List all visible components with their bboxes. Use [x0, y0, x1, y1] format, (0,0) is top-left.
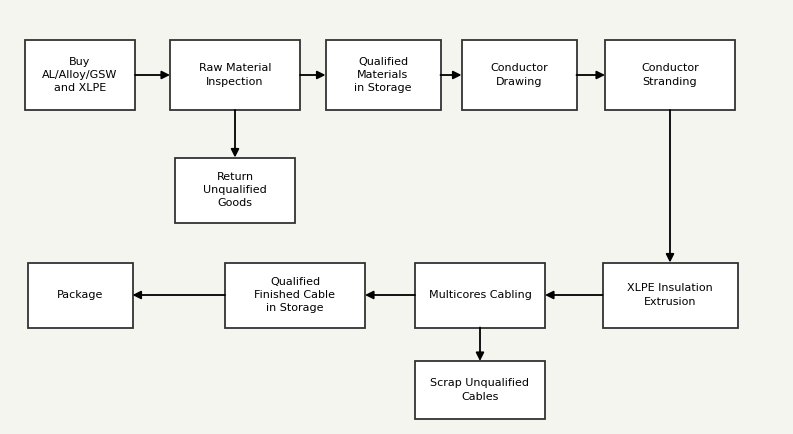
Text: Raw Material
Inspection: Raw Material Inspection	[199, 63, 271, 87]
Text: Conductor
Drawing: Conductor Drawing	[490, 63, 548, 87]
Bar	[605, 40, 735, 110]
Text: Package: Package	[57, 290, 103, 300]
Bar	[170, 40, 300, 110]
Text: Scrap Unqualified
Cables: Scrap Unqualified Cables	[431, 378, 530, 401]
Bar	[415, 361, 545, 419]
Bar	[25, 40, 135, 110]
Bar	[175, 158, 295, 223]
Text: Multicores Cabling: Multicores Cabling	[428, 290, 531, 300]
Bar	[415, 263, 545, 328]
Bar	[28, 263, 132, 328]
Bar	[325, 40, 440, 110]
Text: Conductor
Stranding: Conductor Stranding	[641, 63, 699, 87]
Bar	[603, 263, 737, 328]
Text: XLPE Insulation
Extrusion: XLPE Insulation Extrusion	[627, 283, 713, 306]
Text: Return
Unqualified
Goods: Return Unqualified Goods	[203, 172, 267, 208]
Text: Qualified
Materials
in Storage: Qualified Materials in Storage	[354, 57, 412, 93]
Text: Qualified
Finished Cable
in Storage: Qualified Finished Cable in Storage	[255, 277, 335, 313]
Text: Buy
AL/Alloy/GSW
and XLPE: Buy AL/Alloy/GSW and XLPE	[42, 57, 117, 93]
Bar	[462, 40, 577, 110]
Bar	[225, 263, 365, 328]
